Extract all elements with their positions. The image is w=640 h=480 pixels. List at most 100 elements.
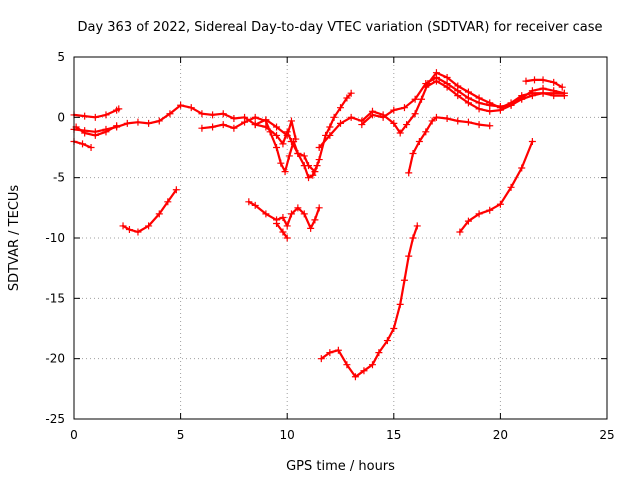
data-point (518, 94, 526, 102)
data-point (413, 222, 421, 230)
data-point (368, 111, 376, 119)
series-line (254, 118, 297, 141)
series-track-5 (198, 113, 321, 182)
data-point (415, 137, 423, 145)
data-point (383, 337, 391, 345)
data-point (262, 116, 270, 124)
data-point (550, 78, 558, 86)
data-point (164, 198, 172, 206)
series-track-11 (405, 113, 494, 177)
data-point (428, 117, 436, 125)
data-point (560, 89, 568, 97)
data-point (305, 174, 313, 182)
data-point (251, 121, 259, 129)
data-point (123, 119, 131, 127)
data-point (475, 121, 483, 129)
data-point (507, 183, 515, 191)
data-point (81, 112, 89, 120)
data-point (390, 325, 398, 332)
data-point (456, 228, 464, 236)
data-point (311, 216, 319, 224)
grid (74, 57, 607, 419)
data-point (273, 220, 281, 228)
data-point (486, 107, 494, 115)
data-point (177, 101, 185, 109)
data-point (454, 117, 462, 125)
data-point (475, 99, 483, 107)
plot-frame (73, 56, 608, 420)
y-tick-label: -25 (45, 412, 65, 426)
data-point (155, 117, 163, 125)
data-point (330, 113, 338, 121)
data-point (294, 150, 302, 158)
data-point (307, 224, 315, 232)
data-point (343, 94, 351, 102)
data-point (102, 111, 110, 119)
data-point (337, 119, 344, 127)
data-point (396, 300, 404, 308)
data-point (145, 222, 153, 230)
x-tick-label: 5 (177, 428, 185, 442)
data-point (443, 83, 451, 91)
data-point (281, 168, 289, 176)
data-point (292, 135, 300, 143)
data-point (326, 349, 334, 357)
data-point (317, 355, 325, 363)
data-point (475, 105, 483, 113)
series-line (318, 71, 566, 149)
data-point (464, 217, 472, 225)
data-point (262, 210, 270, 218)
data-point (528, 137, 536, 145)
series-track-10 (522, 76, 566, 91)
data-point (360, 367, 368, 375)
y-tick-label: -15 (45, 291, 65, 305)
data-point (283, 222, 291, 230)
data-point (358, 121, 366, 129)
data-point (418, 95, 426, 103)
data-point (539, 84, 547, 92)
data-point (187, 104, 195, 112)
data-point (443, 74, 451, 82)
data-point (486, 101, 494, 109)
data-point (375, 349, 383, 357)
data-point (81, 129, 89, 137)
series-line (72, 107, 120, 119)
y-tick-label: 0 (57, 110, 65, 124)
data-point (411, 110, 419, 118)
data-point (315, 156, 323, 164)
data-point (279, 213, 287, 221)
x-tick-label: 0 (70, 428, 78, 442)
data-point (400, 104, 408, 112)
data-point (368, 361, 376, 369)
data-point (273, 123, 281, 131)
data-point (531, 76, 539, 84)
data-point (134, 228, 142, 236)
data-point (496, 200, 504, 208)
series-track-4 (72, 122, 121, 139)
y-tick-label: 5 (57, 50, 65, 64)
data-point (287, 210, 295, 218)
data-point (279, 228, 287, 236)
data-point (79, 140, 87, 148)
data-point (172, 186, 180, 194)
data-point (155, 210, 163, 218)
data-point (251, 201, 259, 209)
data-point (432, 113, 440, 121)
data-point (283, 131, 291, 139)
x-tick-label: 20 (493, 428, 508, 442)
data-point (219, 110, 227, 118)
series-track-15 (317, 222, 421, 381)
data-point (87, 144, 95, 151)
series-track-7 (315, 69, 568, 151)
data-point (285, 152, 293, 160)
data-point (422, 83, 430, 91)
data-point (409, 150, 417, 158)
data-point (209, 123, 217, 131)
data-point (219, 121, 227, 129)
series-track-1 (70, 105, 123, 121)
data-point (432, 77, 440, 85)
y-tick-label: -5 (53, 171, 65, 185)
data-point (326, 123, 334, 131)
y-axis-label: SDTVAR / TECUs (7, 185, 22, 292)
series-line (407, 116, 491, 174)
